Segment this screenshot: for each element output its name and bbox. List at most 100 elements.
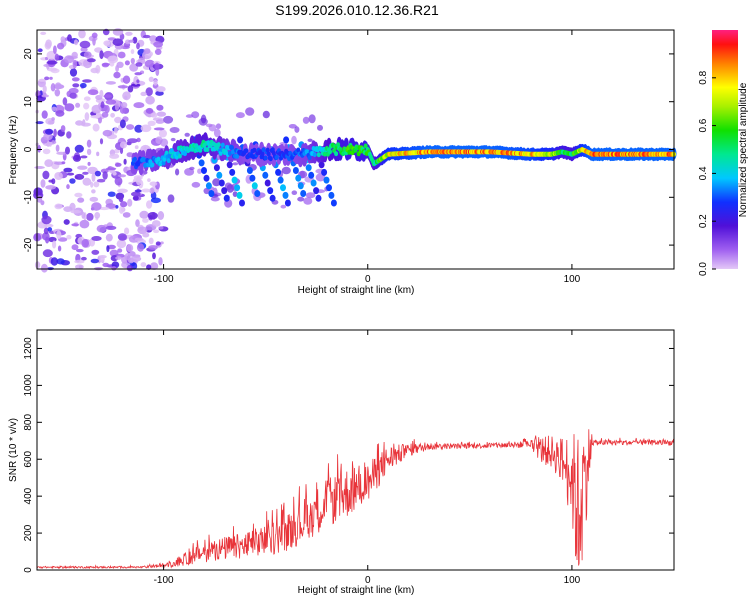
- spectrogram-y-tick-label: 10: [23, 96, 34, 108]
- signal-streak: [310, 179, 317, 187]
- noise-blob: [83, 51, 92, 58]
- signal-streak: [201, 167, 207, 174]
- noise-blob: [56, 230, 62, 240]
- noise-blob: [87, 58, 96, 63]
- noise-blob: [191, 181, 201, 188]
- noise-blob: [84, 112, 90, 121]
- noise-blob: [107, 55, 119, 64]
- noise-blob: [114, 176, 123, 186]
- noise-blob: [215, 123, 222, 129]
- signal-streak: [326, 184, 332, 192]
- noise-blob: [83, 102, 90, 110]
- colorbar-ticks: 0.0 0.2 0.4 0.6 0.8: [698, 70, 716, 276]
- noise-blob: [128, 235, 139, 243]
- signal-streak: [277, 176, 284, 184]
- noise-blob: [232, 191, 238, 198]
- noise-blob: [79, 40, 91, 49]
- noise-blob: [147, 178, 151, 183]
- noise-blob: [37, 48, 43, 53]
- trace-core: [133, 156, 137, 162]
- noise-blob: [126, 152, 134, 158]
- noise-blob: [137, 226, 148, 235]
- signal-streak: [323, 176, 330, 184]
- noise-blob: [105, 167, 117, 171]
- noise-blob: [69, 202, 76, 211]
- trace-core: [156, 156, 161, 162]
- signal-streak: [305, 164, 312, 172]
- noise-blob: [37, 145, 41, 153]
- noise-blob: [86, 148, 92, 156]
- spectrogram-x-tick-label: 100: [564, 274, 581, 285]
- noise-blob: [42, 85, 47, 93]
- snr-y-ticks: 0 200 400 600 800 1000 1200: [23, 337, 674, 573]
- signal-streak: [234, 184, 241, 192]
- noise-blob: [119, 119, 126, 129]
- noise-blob: [170, 137, 176, 142]
- noise-blob: [98, 255, 107, 259]
- noise-blob: [40, 263, 48, 273]
- noise-blob: [153, 79, 158, 86]
- signal-streak: [246, 167, 253, 174]
- noise-blob: [232, 162, 239, 166]
- spectrogram-x-tick-label: 0: [365, 274, 371, 285]
- noise-blob: [115, 162, 122, 167]
- noise-blob: [105, 81, 116, 85]
- noise-blob: [69, 92, 77, 99]
- noise-blob: [189, 166, 195, 171]
- noise-blob: [128, 39, 134, 43]
- noise-blob: [46, 67, 58, 72]
- noise-blob: [103, 40, 111, 46]
- noise-blob: [302, 116, 310, 124]
- noise-blob: [113, 71, 121, 79]
- noise-blob: [112, 38, 124, 46]
- snr-y-tick-label: 1200: [23, 337, 34, 360]
- trace-core: [322, 151, 327, 157]
- noise-blob: [75, 102, 81, 108]
- noise-blob: [100, 101, 105, 109]
- signal-streak: [213, 164, 220, 172]
- noise-blob: [91, 202, 102, 211]
- noise-blob: [308, 114, 316, 124]
- noise-blob: [94, 212, 101, 219]
- noise-blob: [69, 178, 76, 184]
- colorbar-tick-label: 0.4: [698, 166, 709, 180]
- noise-blob: [134, 124, 144, 133]
- noise-blob: [53, 45, 57, 54]
- noise-blob: [157, 211, 165, 220]
- noise-blob: [71, 77, 80, 82]
- noise-blob: [44, 159, 54, 168]
- signal-streak: [236, 191, 243, 199]
- spectrogram-x-ticks: -100 0 100: [154, 30, 581, 285]
- noise-blob: [72, 83, 80, 88]
- snr-panel: -100 0 100 0 200 400 600 800 1000 1200 Height of…: [8, 329, 675, 596]
- noise-blob: [135, 219, 140, 228]
- noise-blob: [50, 257, 59, 266]
- noise-blob: [175, 168, 180, 176]
- colorbar-label: Normalized spectral amplitude: [738, 82, 749, 217]
- noise-blob: [53, 128, 57, 138]
- noise-blob: [41, 110, 48, 119]
- snr-x-tick-label: 100: [564, 575, 581, 586]
- noise-blob: [150, 262, 159, 270]
- noise-blob: [305, 192, 316, 199]
- signal-streak: [318, 161, 325, 169]
- signal-streak: [280, 184, 286, 192]
- trace-core: [274, 154, 279, 160]
- trace-core: [205, 147, 210, 153]
- noise-blob: [235, 112, 245, 119]
- trace-core: [252, 147, 257, 153]
- noise-blob: [124, 253, 131, 261]
- noise-blob: [114, 103, 120, 111]
- noise-blob: [105, 225, 117, 230]
- noise-blob: [51, 106, 58, 112]
- signal-streak: [264, 179, 271, 187]
- noise-blob: [66, 234, 72, 240]
- noise-blob: [294, 126, 300, 133]
- trace-core: [161, 160, 166, 166]
- noise-blob: [149, 35, 158, 43]
- noise-blob: [94, 170, 101, 177]
- noise-blob: [68, 87, 79, 94]
- trace-core: [142, 157, 147, 163]
- noise-blob: [89, 196, 99, 202]
